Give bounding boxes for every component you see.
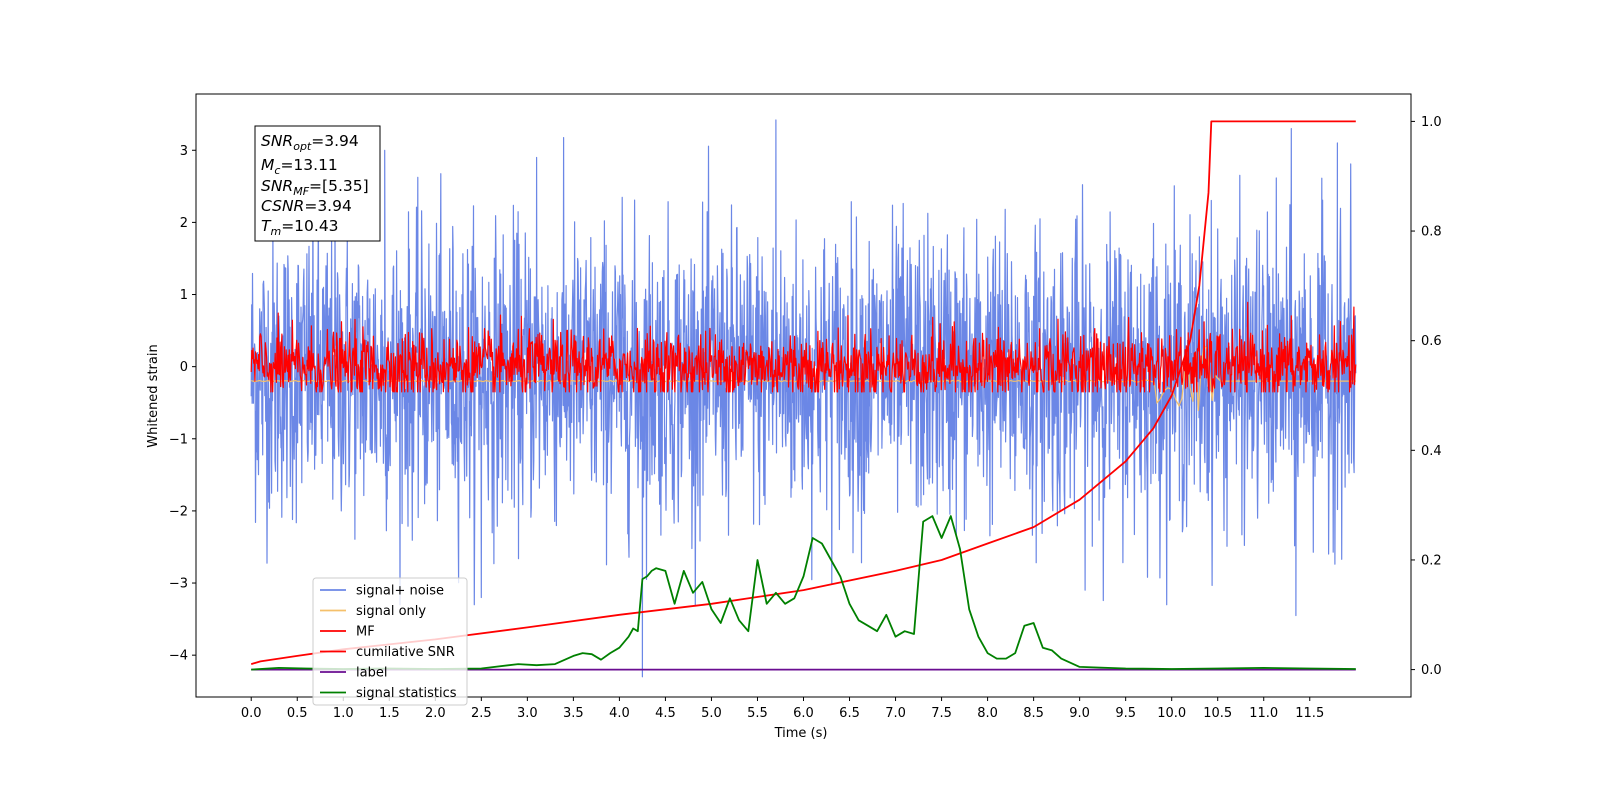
x-tick-label: 5.5	[747, 706, 768, 721]
x-axis: 0.0 0.5 1.0 1.5 2.0 2.5 3.0 3.5 4.0 4.5 5.0 5.5 6.0 6…	[241, 697, 1324, 721]
y-tick-label: 2	[180, 216, 188, 231]
x-tick-label: 4.0	[609, 706, 630, 721]
info-line-chirp-mass: Mc=13.11	[261, 156, 338, 177]
series-signal-noise	[250, 119, 1357, 678]
series-signal-statistics	[251, 515, 1356, 671]
y2-tick-label: 1.0	[1421, 115, 1442, 130]
legend-label: label	[356, 666, 387, 681]
y-axis-title: Whitened strain	[146, 344, 161, 447]
info-line-merger-time: Tm=10.43	[261, 217, 339, 238]
x-tick-label: 4.5	[655, 706, 676, 721]
x-tick-label: 6.5	[839, 706, 860, 721]
y2-tick-label: 0.8	[1421, 225, 1442, 240]
legend-entry: MF	[320, 625, 375, 640]
legend-entry: label	[320, 666, 387, 681]
y-tick-label: 1	[180, 288, 188, 303]
legend-entry: signal only	[320, 604, 426, 619]
x-tick-label: 9.5	[1115, 706, 1136, 721]
x-tick-label: 8.5	[1023, 706, 1044, 721]
legend-label: signal only	[356, 604, 426, 619]
x-tick-label: 10.5	[1203, 706, 1232, 721]
legend-label: signal+ noise	[356, 584, 444, 599]
x-axis-title: Time (s)	[774, 726, 828, 741]
legend-entry: cumilative SNR	[320, 645, 455, 660]
x-tick-label: 7.5	[931, 706, 952, 721]
info-line-snr-mf: SNRMF=[5.35]	[261, 177, 369, 198]
y-tick-label: −1	[169, 432, 188, 447]
legend-entry: signal+ noise	[320, 584, 444, 599]
y-tick-label: 0	[180, 360, 188, 375]
legend-entry: signal statistics	[320, 686, 457, 701]
y2-tick-label: 0.0	[1421, 663, 1442, 678]
x-tick-label: 2.5	[471, 706, 492, 721]
x-tick-label: 6.0	[793, 706, 814, 721]
y-tick-label: −2	[169, 504, 188, 519]
y2-tick-label: 0.2	[1421, 553, 1442, 568]
x-tick-label: 0.0	[241, 706, 262, 721]
y-tick-label: −3	[169, 577, 188, 592]
info-box-frame	[254, 125, 381, 242]
y-tick-label: 3	[180, 144, 188, 159]
y2-tick-label: 0.4	[1421, 444, 1442, 459]
x-tick-label: 3.0	[517, 706, 538, 721]
series-mf	[250, 301, 1357, 393]
legend: signal+ noise signal only MF cumilative SNR…	[312, 577, 468, 706]
legend-label: MF	[356, 625, 375, 640]
y-axis-left: −4 −3 −2 −1 0 1 2 3	[169, 144, 196, 664]
x-tick-label: 1.0	[333, 706, 354, 721]
x-tick-label: 3.5	[563, 706, 584, 721]
legend-items: signal+ noise signal only MF cumilative SNR…	[320, 584, 457, 701]
x-tick-label: 9.0	[1069, 706, 1090, 721]
x-tick-label: 7.0	[885, 706, 906, 721]
x-tick-label: 11.0	[1249, 706, 1278, 721]
y2-tick-label: 0.6	[1421, 334, 1442, 349]
x-tick-label: 2.0	[425, 706, 446, 721]
x-tick-label: 10.0	[1157, 706, 1186, 721]
x-tick-label: 0.5	[287, 706, 308, 721]
legend-label: cumilative SNR	[356, 645, 455, 660]
legend-frame	[312, 577, 468, 706]
info-box: SNRopt=3.94 Mc=13.11 SNRMF=[5.35] CSNR=3…	[254, 125, 381, 242]
x-tick-label: 1.5	[379, 706, 400, 721]
x-tick-label: 11.5	[1295, 706, 1324, 721]
y-tick-label: −4	[169, 649, 188, 664]
y-axis-right: 0.0 0.2 0.4 0.6 0.8 1.0	[1411, 115, 1442, 678]
info-line-snr-opt: SNRopt=3.94	[261, 132, 359, 153]
x-tick-label: 5.0	[701, 706, 722, 721]
info-line-csnr: CSNR=3.94	[261, 197, 352, 215]
legend-label: signal statistics	[356, 686, 457, 701]
x-tick-label: 8.0	[977, 706, 998, 721]
